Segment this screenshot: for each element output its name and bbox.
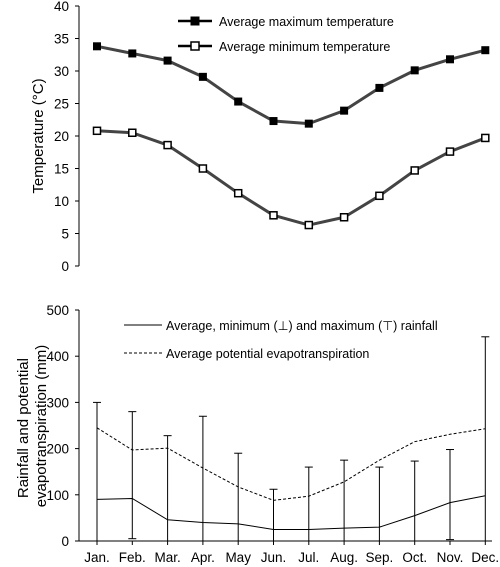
y-tick-label: 0: [61, 534, 69, 549]
min-temperature-point: [410, 166, 419, 175]
min-temperature-point: [163, 140, 172, 150]
max-temperature-point: [340, 106, 349, 115]
x-tick-label: Sep.: [366, 550, 394, 565]
rainfall-y-axis-label-line2: evapotranspiration (mm): [33, 345, 50, 508]
y-tick-label: 10: [54, 194, 69, 209]
temperature-legend: Average maximum temperature Average mini…: [178, 15, 394, 54]
max-temperature-point: [304, 119, 313, 128]
min-temperature-point: [339, 213, 349, 222]
max-temperature-point: [198, 72, 207, 81]
y-tick-label: 500: [46, 303, 69, 318]
y-tick-label: 100: [46, 488, 69, 503]
y-tick-label: 400: [46, 349, 69, 364]
temperature-y-axis-label: Temperature (°C): [30, 78, 47, 193]
rainfall-y-ticks: 0 100 200 300 400 500: [46, 303, 79, 549]
y-tick-label: 15: [54, 162, 69, 177]
legend-min-label: Average minimum temperature: [219, 40, 390, 54]
y-tick-label: 30: [54, 64, 69, 79]
max-temperature-point: [410, 66, 419, 75]
rainfall-y-axis-label-line1: Rainfall and potential: [15, 358, 32, 498]
min-temperature-point: [198, 164, 208, 173]
min-temperature-point: [92, 126, 102, 136]
min-temperature-point: [445, 147, 455, 156]
min-temperature-point: [375, 191, 384, 201]
x-tick-label: Jun.: [261, 550, 287, 565]
y-tick-label: 35: [54, 32, 69, 47]
evapotranspiration-line: [96, 427, 486, 501]
max-temperature-point: [128, 49, 137, 58]
max-temperature-point: [375, 83, 384, 92]
legend-pet-label: Average potential evapotranspiration: [166, 347, 369, 361]
x-tick-label: Jan.: [84, 550, 110, 565]
temperature-series: [92, 42, 490, 230]
max-temperature-line: [96, 44, 486, 126]
max-temperature-point: [163, 56, 172, 65]
y-tick-label: 40: [54, 0, 69, 14]
rainfall-legend: Average, minimum (⊥) and maximum (⊤) rai…: [124, 319, 438, 361]
max-temperature-point: [269, 117, 278, 126]
x-tick-label: Aug.: [330, 550, 358, 565]
x-tick-label: Feb.: [119, 550, 146, 565]
legend-max-marker: [190, 16, 200, 26]
min-temperature-point: [233, 188, 243, 198]
legend-rainfall-label: Average, minimum (⊥) and maximum (⊤) rai…: [166, 319, 438, 333]
rainfall-chart: 0 100 200 300 400 500 Jan. Feb. Mar. Apr. May Jun.…: [15, 303, 499, 565]
x-tick-label: Nov.: [437, 550, 464, 565]
y-tick-label: 200: [46, 442, 69, 457]
legend-max-label: Average maximum temperature: [219, 15, 394, 29]
max-temperature-point: [481, 46, 490, 55]
y-tick-label: 0: [61, 259, 69, 274]
min-temperature-point: [128, 128, 137, 137]
average-rainfall-line: [96, 495, 486, 530]
y-tick-label: 5: [61, 227, 69, 242]
max-temperature-point: [93, 42, 101, 51]
y-tick-label: 25: [54, 97, 69, 112]
max-temperature-point: [234, 97, 243, 106]
temperature-y-ticks: 0 5 10 15 20 25 30 35 40: [54, 0, 79, 274]
min-temperature-point: [269, 211, 278, 220]
rainfall-series: [93, 336, 490, 542]
x-tick-label: Dec.: [471, 550, 499, 565]
rainfall-x-ticks: Jan. Feb. Mar. Apr. May Jun. Jul. Aug. Sep. Oct. N…: [84, 541, 499, 565]
temperature-chart: 0 5 10 15 20 25 30 35 40 Temperature (°C) Averag…: [30, 0, 490, 274]
y-tick-label: 20: [54, 129, 69, 144]
min-temperature-point: [304, 220, 314, 230]
rainfall-y-axis-label: Rainfall and potential evapotranspiratio…: [15, 345, 50, 508]
max-temperature-point: [446, 55, 454, 64]
x-tick-label: Oct.: [402, 550, 427, 565]
x-tick-label: Apr.: [191, 550, 215, 565]
x-tick-label: May: [225, 550, 251, 565]
min-temperature-line: [96, 129, 486, 227]
legend-min-marker: [190, 41, 200, 51]
x-tick-label: Jul.: [298, 550, 319, 565]
y-tick-label: 300: [46, 395, 69, 410]
x-tick-label: Mar.: [154, 550, 180, 565]
min-temperature-point: [481, 133, 490, 143]
